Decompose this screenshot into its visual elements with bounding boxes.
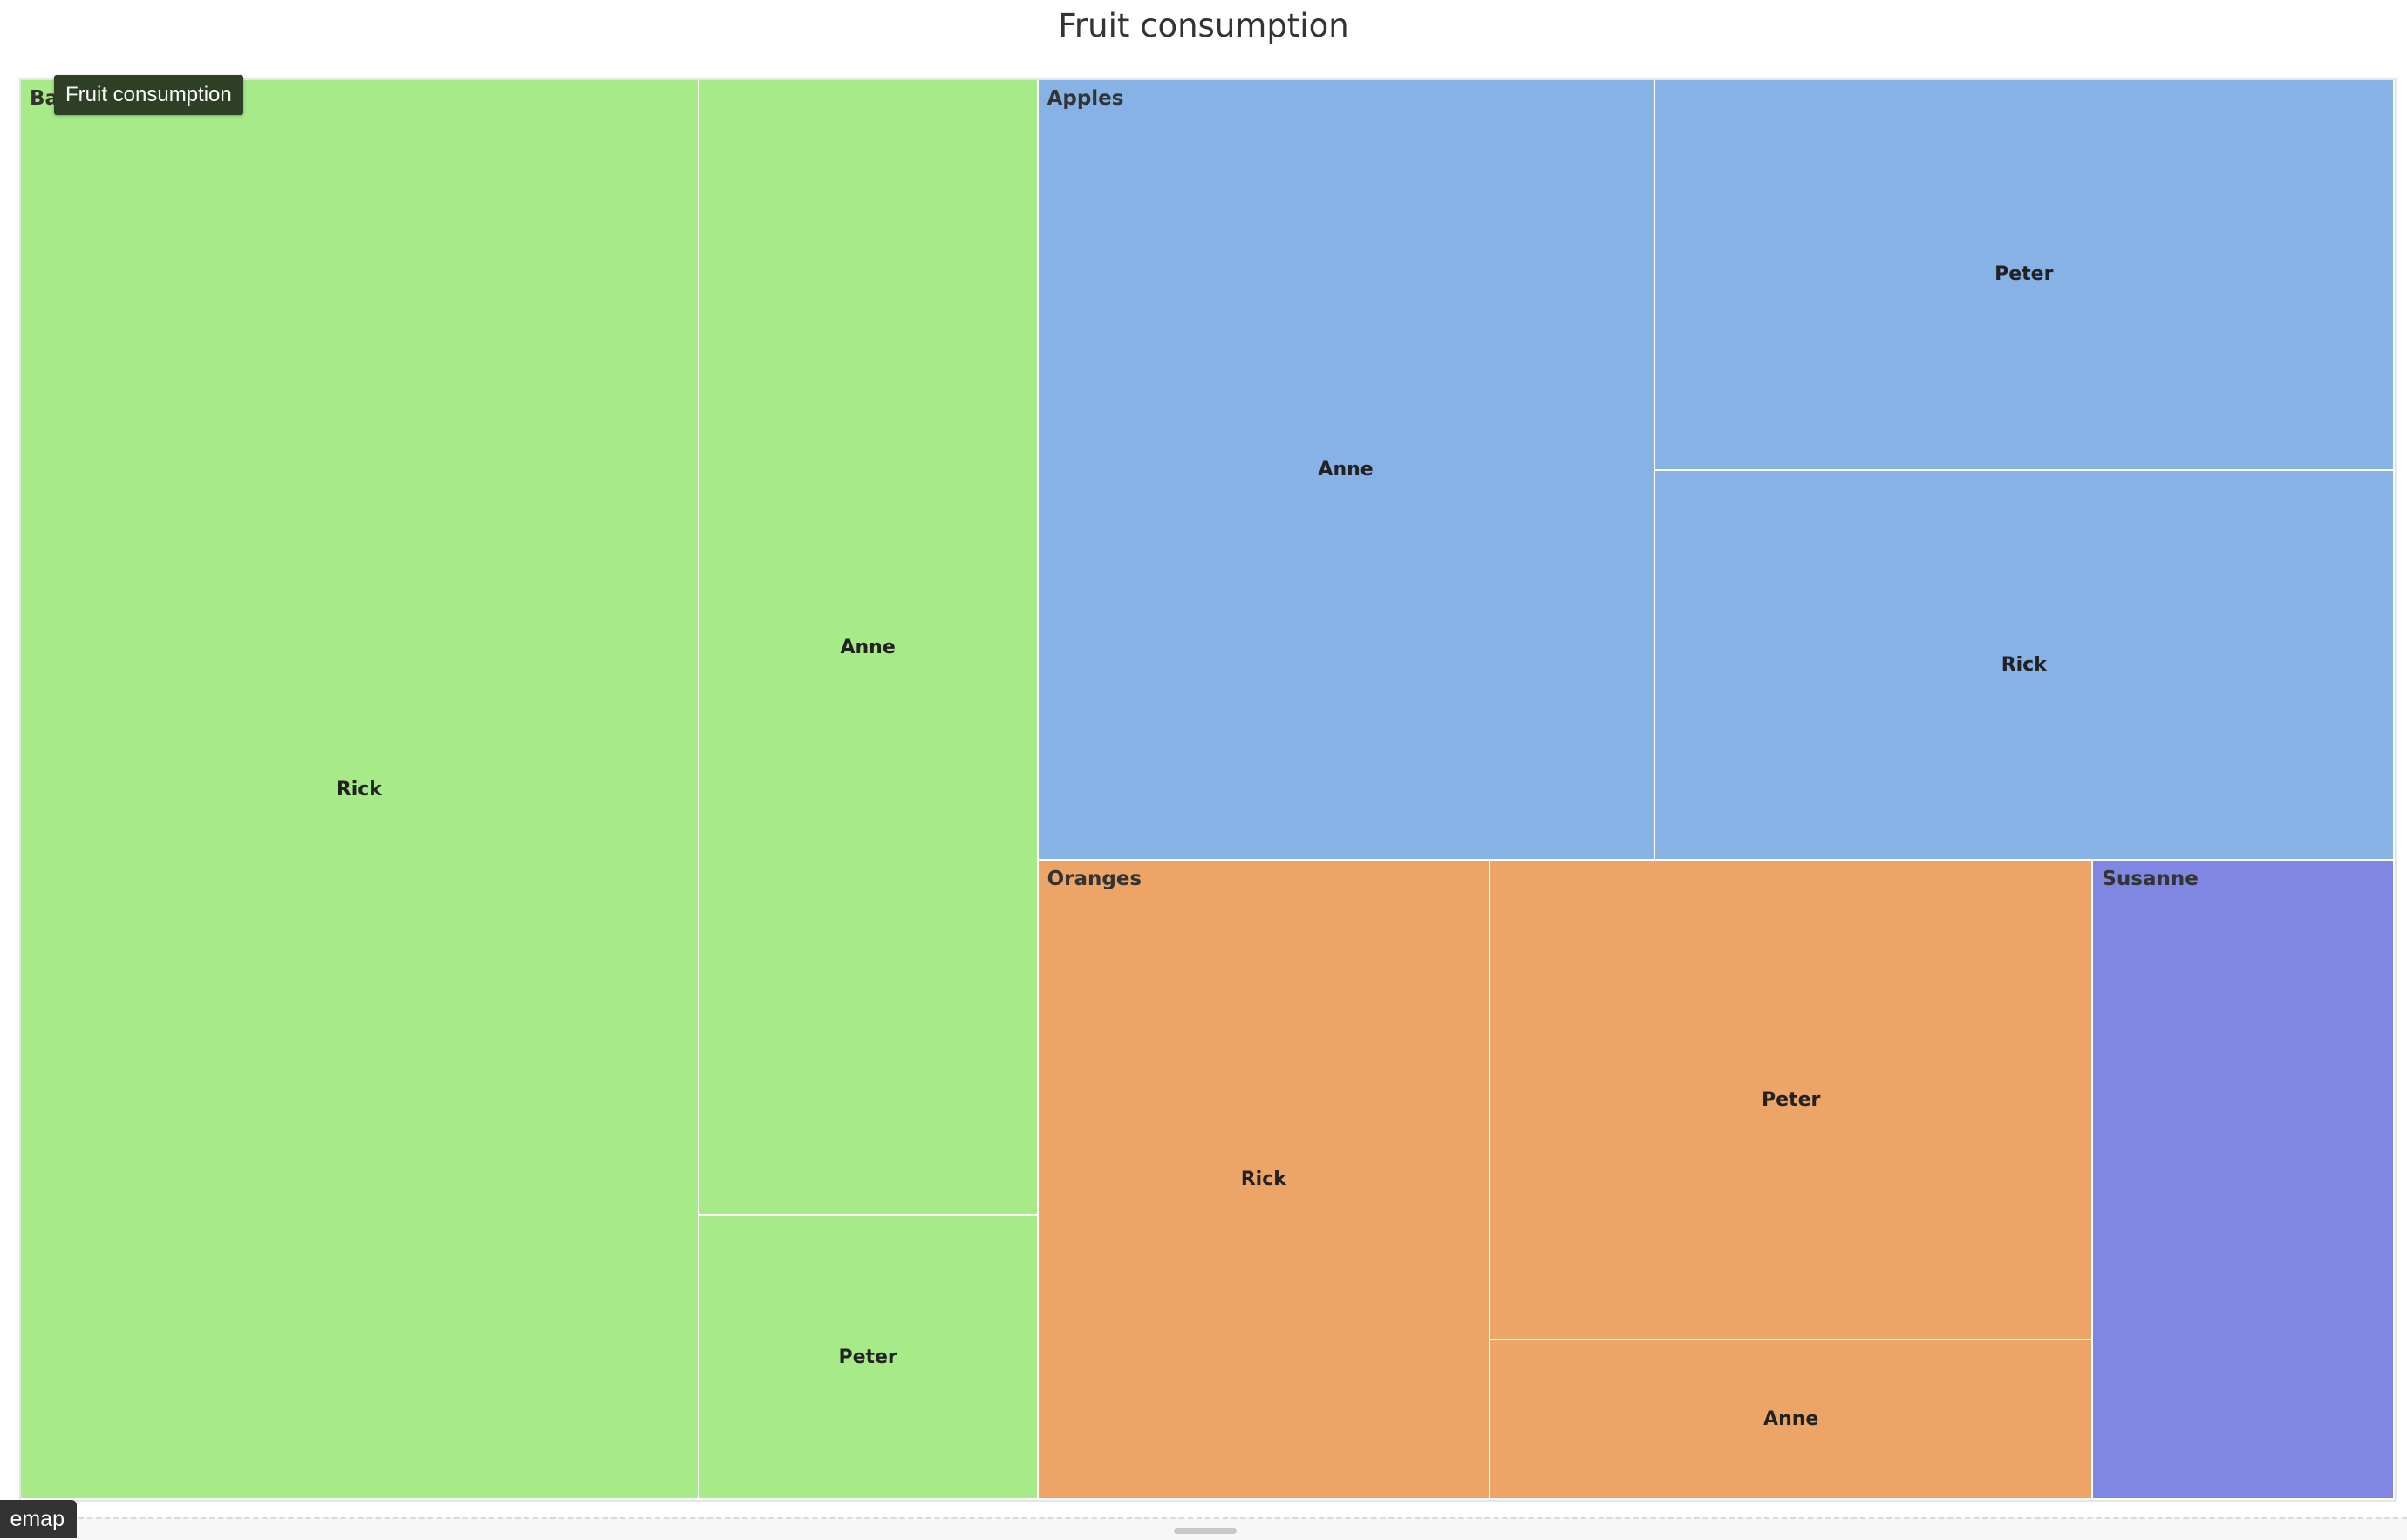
treemap-cell-label: Anne [1763, 1407, 1819, 1430]
chart-frame: RickAnnePeterBananasAnnePeterRickApplesR… [19, 78, 2397, 1502]
treemap-cell-label: Rick [2001, 654, 2047, 677]
treemap-cell-label: Peter [1994, 263, 2054, 286]
treemap-cell-label: Peter [1762, 1088, 1821, 1111]
treemap-cell-label: Peter [838, 1346, 897, 1368]
treemap-cell-label: Rick [336, 778, 382, 801]
resize-handle[interactable] [1174, 1528, 1237, 1534]
treemap-cell-label: Rick [1240, 1169, 1286, 1191]
treemap-cell[interactable]: Rick [21, 80, 699, 1500]
treemap-cell[interactable]: Anne [699, 80, 1039, 1216]
treemap-cell[interactable]: Anne [1038, 80, 1655, 862]
tooltip: Fruit consumption [54, 75, 243, 115]
treemap-cell[interactable]: Peter [699, 1216, 1039, 1500]
treemap-cell-label: Anne [840, 636, 896, 658]
treemap-cell[interactable]: Peter [1654, 80, 2395, 471]
treemap-cell[interactable]: Rick [1654, 470, 2395, 862]
treemap-plot: RickAnnePeterBananasAnnePeterRickApplesR… [21, 80, 2395, 1500]
chart-type-tag[interactable]: emap [0, 1500, 77, 1538]
treemap-group-label: Apples [1047, 87, 1124, 110]
treemap-group-label: Susanne [2102, 868, 2199, 891]
treemap-cell[interactable]: Rick [1038, 861, 1491, 1500]
treemap-cell-label: Anne [1318, 459, 1374, 481]
treemap-cell[interactable]: Peter [1490, 861, 2094, 1340]
treemap-group-label: Oranges [1047, 868, 1142, 891]
treemap-cell[interactable] [2093, 861, 2395, 1500]
treemap-cell[interactable]: Anne [1490, 1339, 2094, 1500]
chart-title: Fruit consumption [1058, 7, 1349, 44]
